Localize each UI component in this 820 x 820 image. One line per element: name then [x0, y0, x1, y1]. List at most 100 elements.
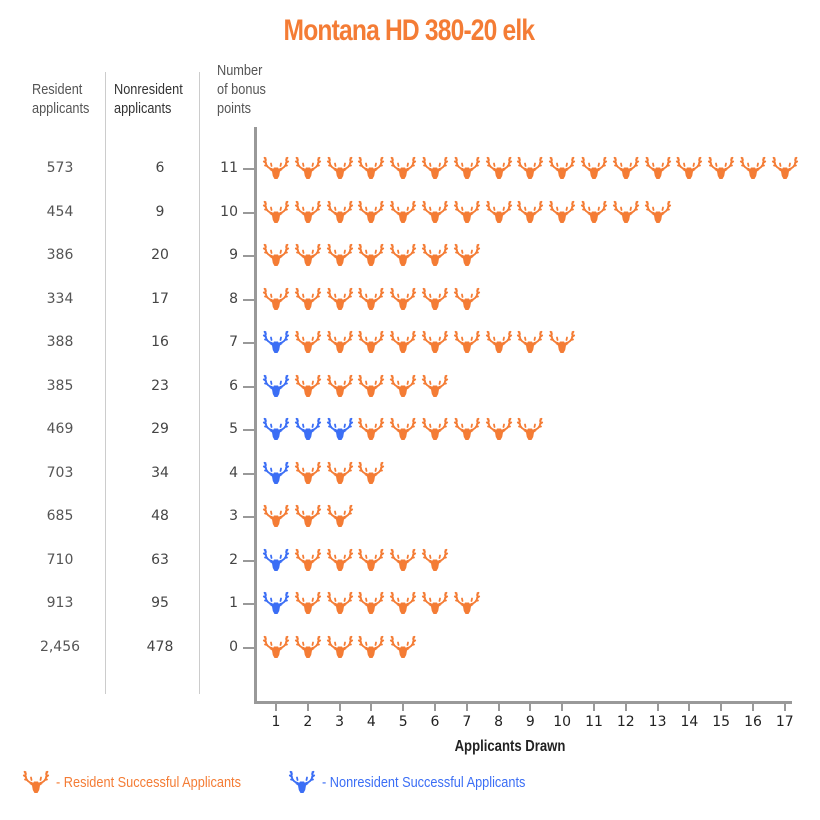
x-tick-label: 8	[494, 714, 504, 730]
y-tick	[243, 516, 255, 518]
bonus-points-label: 7	[229, 334, 238, 350]
elk-head-icon	[294, 154, 322, 182]
nonresident-applicants-value: 95	[151, 595, 169, 611]
elk-head-icon	[357, 285, 385, 313]
x-tick	[656, 703, 659, 711]
elk-head-icon	[421, 198, 449, 226]
bonus-points-label: 4	[229, 464, 238, 481]
header-line: Number	[217, 62, 263, 79]
elk-head-icon	[326, 589, 354, 617]
nonresident-applicants-value: 20	[151, 247, 169, 263]
y-tick	[243, 603, 255, 605]
x-tick	[720, 703, 723, 711]
elk-head-icon	[389, 241, 417, 269]
elk-head-icon	[485, 154, 513, 182]
nonresident-applicants-header: Nonresident applicants	[114, 80, 183, 118]
x-axis-title: Applicants Drawn	[454, 738, 566, 755]
y-tick	[243, 385, 255, 388]
elk-head-icon	[262, 633, 290, 661]
x-tick	[561, 703, 564, 711]
header-line: Nonresident	[114, 81, 183, 98]
bonus-points-label: 1	[229, 595, 238, 611]
x-tick	[497, 703, 500, 711]
elk-head-icon	[453, 198, 481, 226]
elk-head-icon	[262, 502, 290, 530]
elk-head-icon	[516, 198, 544, 226]
resident-applicants-value: 454	[46, 203, 74, 220]
nonresident-applicants-value: 16	[151, 334, 169, 350]
elk-head-icon	[548, 198, 576, 226]
elk-head-icon	[357, 241, 385, 269]
pictograph-row	[262, 328, 580, 358]
elk-head-icon	[357, 328, 385, 356]
elk-head-icon	[389, 328, 417, 356]
nonresident-applicants-value: 29	[151, 421, 169, 437]
x-tick	[465, 703, 468, 711]
elk-head-icon	[389, 633, 417, 661]
elk-head-icon	[294, 459, 322, 487]
header-line: applicants	[32, 100, 90, 117]
elk-head-icon	[389, 546, 417, 574]
x-tick-label: 13	[648, 714, 667, 730]
header-line: of bonus	[217, 81, 266, 98]
legend-resident-label: - Resident Successful Applicants	[56, 773, 241, 791]
y-tick	[243, 646, 255, 649]
elk-head-icon	[326, 328, 354, 356]
elk-head-icon	[262, 285, 290, 313]
nonresident-applicants-value: 63	[151, 551, 169, 568]
elk-head-icon	[389, 372, 417, 400]
x-tick	[752, 703, 754, 711]
x-tick	[402, 703, 405, 711]
resident-applicants-value: 388	[46, 334, 74, 350]
pictograph-row	[262, 285, 485, 315]
nonresident-applicants-value: 478	[146, 638, 174, 655]
elk-head-icon	[326, 154, 354, 182]
elk-head-icon	[421, 328, 449, 356]
x-tick-label: 6	[430, 714, 440, 730]
elk-head-icon	[326, 285, 354, 313]
y-tick	[243, 472, 255, 475]
legend-nonresident-label: - Nonresident Successful Applicants	[322, 773, 526, 791]
elk-head-icon	[294, 285, 322, 313]
elk-head-icon	[644, 154, 672, 182]
elk-head-icon	[294, 328, 322, 356]
pictograph-row	[262, 198, 675, 228]
elk-head-icon	[453, 241, 481, 269]
resident-applicants-value: 913	[46, 595, 74, 611]
elk-head-icon	[389, 589, 417, 617]
elk-head-icon	[612, 198, 640, 226]
elk-head-icon	[675, 154, 703, 182]
legend-resident: - Resident Successful Applicants	[22, 768, 274, 796]
y-tick	[243, 168, 255, 170]
elk-head-icon	[262, 328, 290, 356]
elk-head-icon	[612, 154, 640, 182]
x-tick	[688, 703, 691, 711]
y-tick	[243, 429, 255, 431]
elk-head-icon	[326, 415, 354, 443]
elk-head-icon	[294, 415, 322, 443]
bonus-points-label: 8	[229, 290, 238, 307]
elk-head-icon	[326, 502, 354, 530]
elk-head-icon	[421, 372, 449, 400]
resident-applicants-value: 386	[46, 247, 74, 263]
bonus-points-label: 3	[229, 508, 238, 524]
pictograph-row	[262, 154, 803, 184]
elk-head-icon	[548, 154, 576, 182]
elk-head-icon	[326, 459, 354, 487]
elk-head-icon	[389, 154, 417, 182]
elk-head-icon	[326, 241, 354, 269]
header-line: applicants	[114, 100, 172, 117]
elk-head-icon	[421, 589, 449, 617]
x-tick	[783, 703, 786, 711]
elk-head-icon	[453, 589, 481, 617]
pictograph-row	[262, 546, 453, 576]
y-tick	[243, 211, 255, 214]
nonresident-applicants-value: 9	[155, 203, 165, 220]
resident-applicants-value: 334	[46, 290, 74, 307]
bonus-points-label: 9	[229, 247, 238, 263]
elk-head-icon	[262, 546, 290, 574]
x-tick-label: 4	[366, 714, 376, 730]
x-tick-label: 9	[525, 714, 535, 730]
x-tick-label: 5	[398, 714, 408, 730]
elk-head-icon	[326, 372, 354, 400]
